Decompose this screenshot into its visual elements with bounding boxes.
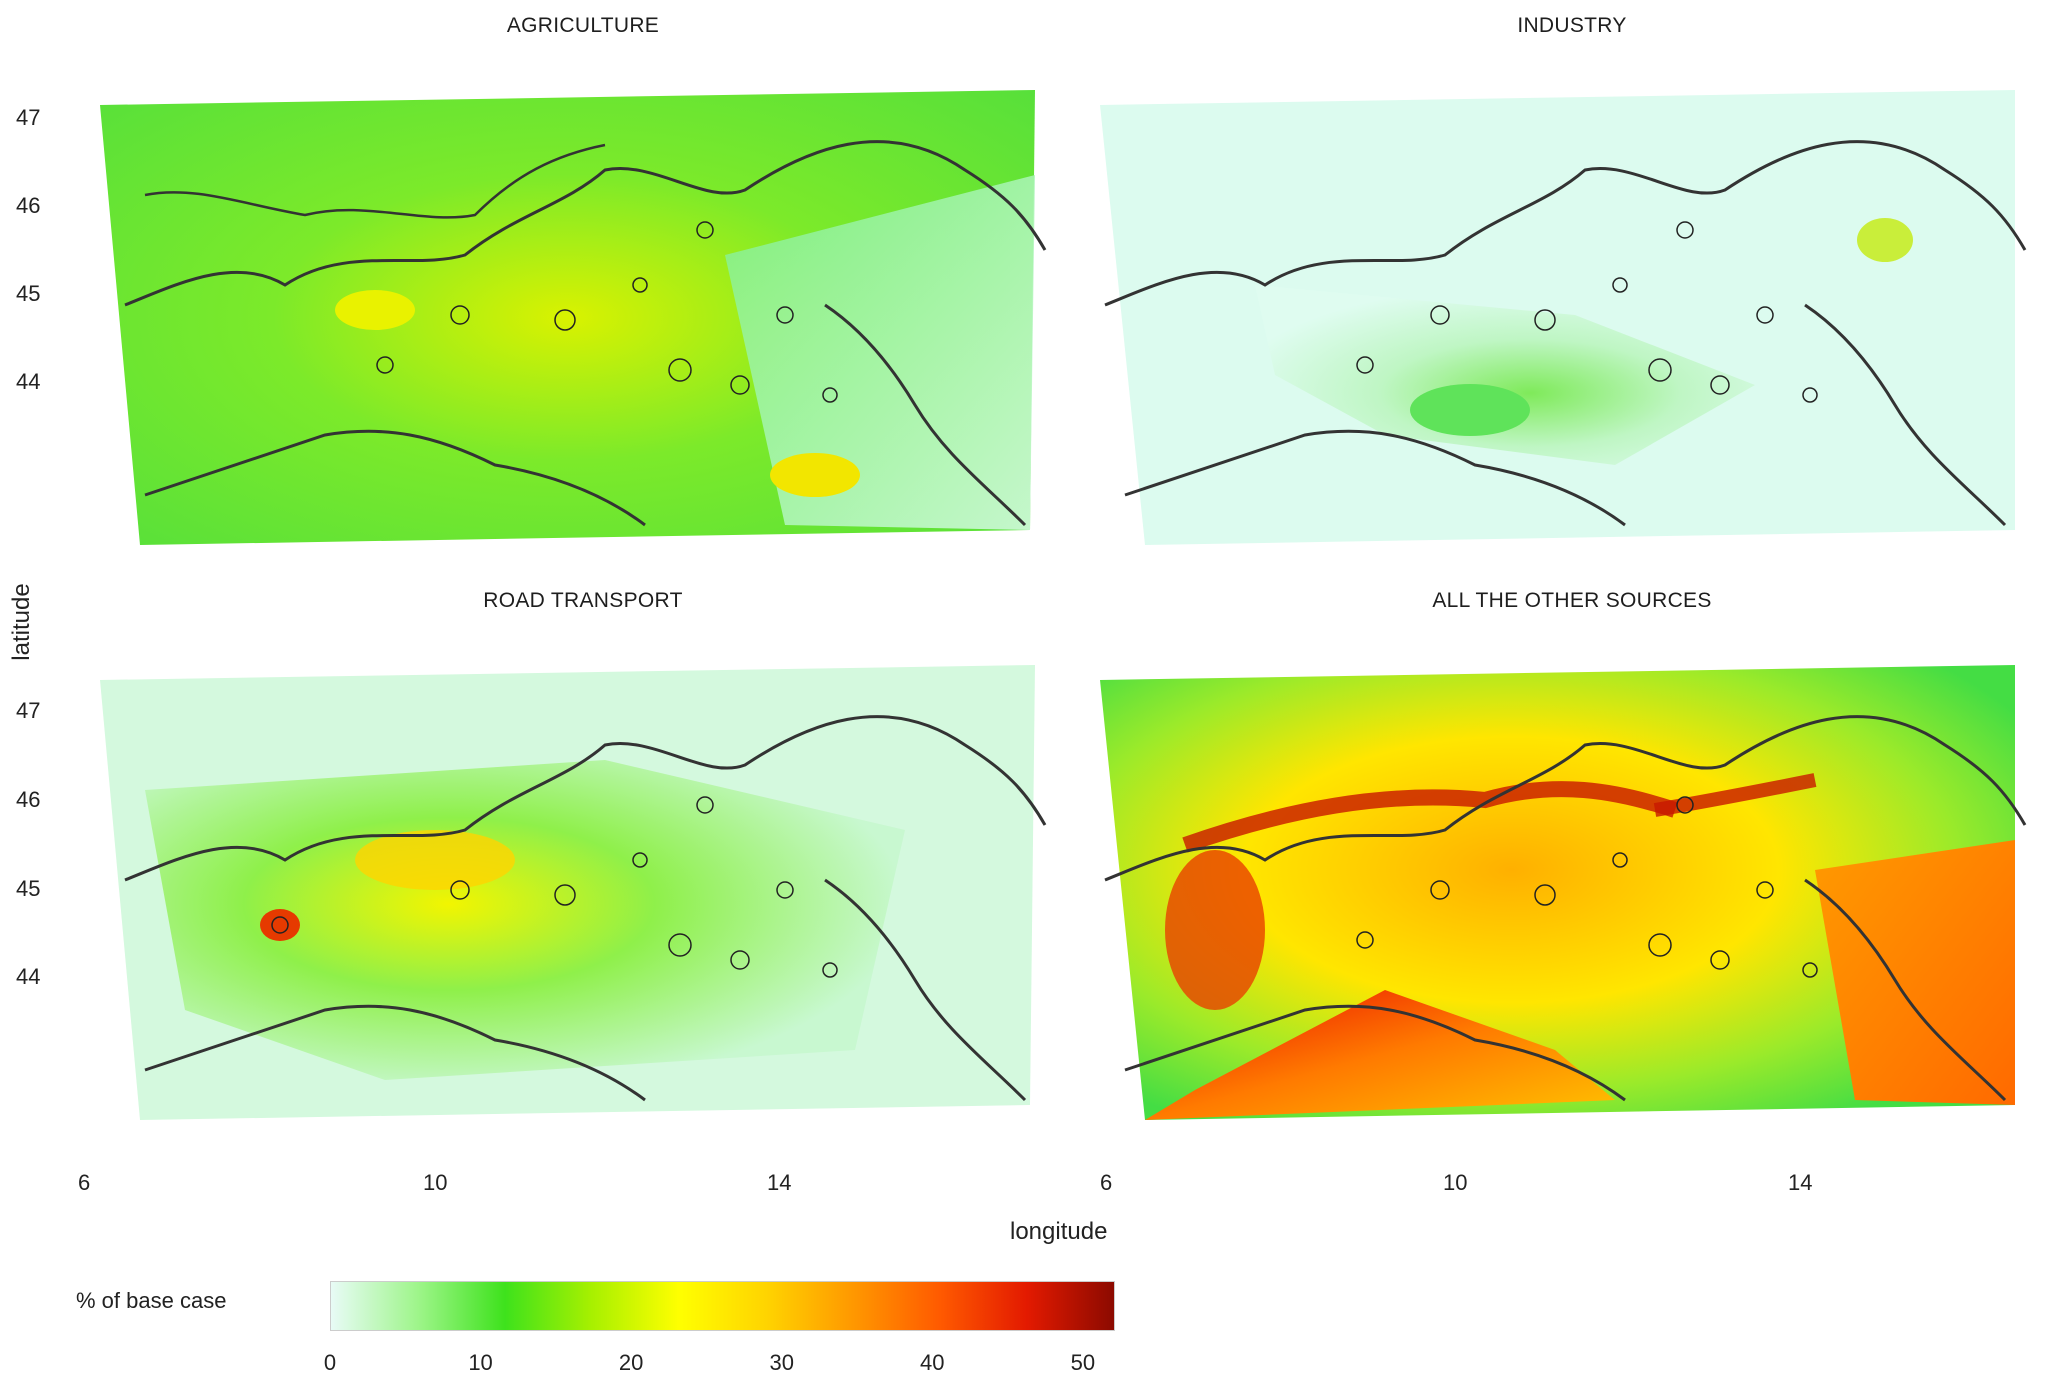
lat-tick: 44 [16, 964, 41, 989]
hotspot [260, 909, 300, 941]
industry-core [1255, 285, 1755, 465]
coastline [1104, 715, 2027, 882]
lat-tick: 47 [16, 698, 41, 723]
coastline [1104, 140, 2027, 307]
coastline [1124, 1004, 1626, 1102]
sea-area-ligurian [1145, 990, 1615, 1120]
coastline [144, 1004, 646, 1102]
lat-tick: 46 [16, 787, 41, 812]
coastline [124, 715, 1047, 882]
hotspot [355, 830, 515, 890]
map-other-sources [1100, 665, 2027, 1120]
lon-tick: 14 [1788, 1170, 1813, 1195]
longitude-axis-label: longitude [1010, 1218, 1108, 1245]
legend-color-bar [330, 1281, 1115, 1331]
lon-tick: 6 [1100, 1170, 1113, 1195]
legend-title: % of base case [76, 1288, 227, 1313]
lon-tick: 14 [767, 1170, 792, 1195]
coastline [1124, 429, 1626, 527]
legend-tick: 50 [1070, 1350, 1096, 1375]
coastline [124, 140, 1047, 307]
coastline [1804, 303, 2007, 527]
sea-area-agriculture [725, 175, 1035, 530]
coastline [824, 878, 1027, 1102]
sea-area-adriatic [1815, 840, 2015, 1105]
panel-title-other-sources: ALL THE OTHER SOURCES [1432, 589, 1712, 612]
map-road-transport [100, 665, 1047, 1120]
border [144, 143, 606, 219]
hotspot-band [1653, 773, 1817, 817]
legend-tick: 20 [618, 1350, 644, 1375]
lat-tick: 47 [16, 105, 41, 130]
hotspot [1410, 384, 1530, 436]
panel-title-road-transport: ROAD TRANSPORT [483, 589, 683, 612]
city-outlines [1356, 221, 1818, 403]
hotspot [770, 453, 860, 497]
legend-tick: 10 [468, 1350, 493, 1375]
coastline [824, 303, 1027, 527]
city-outlines [271, 796, 838, 978]
hotspot [1857, 218, 1913, 262]
coastline [1804, 878, 2007, 1102]
coastline [144, 429, 646, 527]
legend-tick: 0 [323, 1350, 337, 1375]
city-outlines [376, 221, 838, 403]
lon-tick: 10 [1443, 1170, 1468, 1195]
lon-tick: 10 [423, 1170, 448, 1195]
lat-tick: 46 [16, 193, 41, 218]
lat-tick: 45 [16, 281, 41, 306]
panel-title-industry: INDUSTRY [1517, 14, 1627, 37]
legend-tick: 40 [920, 1350, 945, 1375]
map-agriculture [100, 90, 1047, 545]
map-industry [1100, 90, 2027, 545]
hotspot-band [1182, 781, 1678, 853]
hotspot [1165, 850, 1265, 1010]
lat-tick: 45 [16, 876, 41, 901]
city-outlines [1356, 796, 1818, 978]
hotspot [335, 290, 415, 330]
lat-tick: 44 [16, 369, 41, 394]
panel-title-agriculture: AGRICULTURE [506, 14, 660, 37]
lon-tick: 6 [78, 1170, 91, 1195]
latitude-axis-label: latitude [8, 583, 35, 661]
legend-tick: 30 [769, 1350, 794, 1375]
